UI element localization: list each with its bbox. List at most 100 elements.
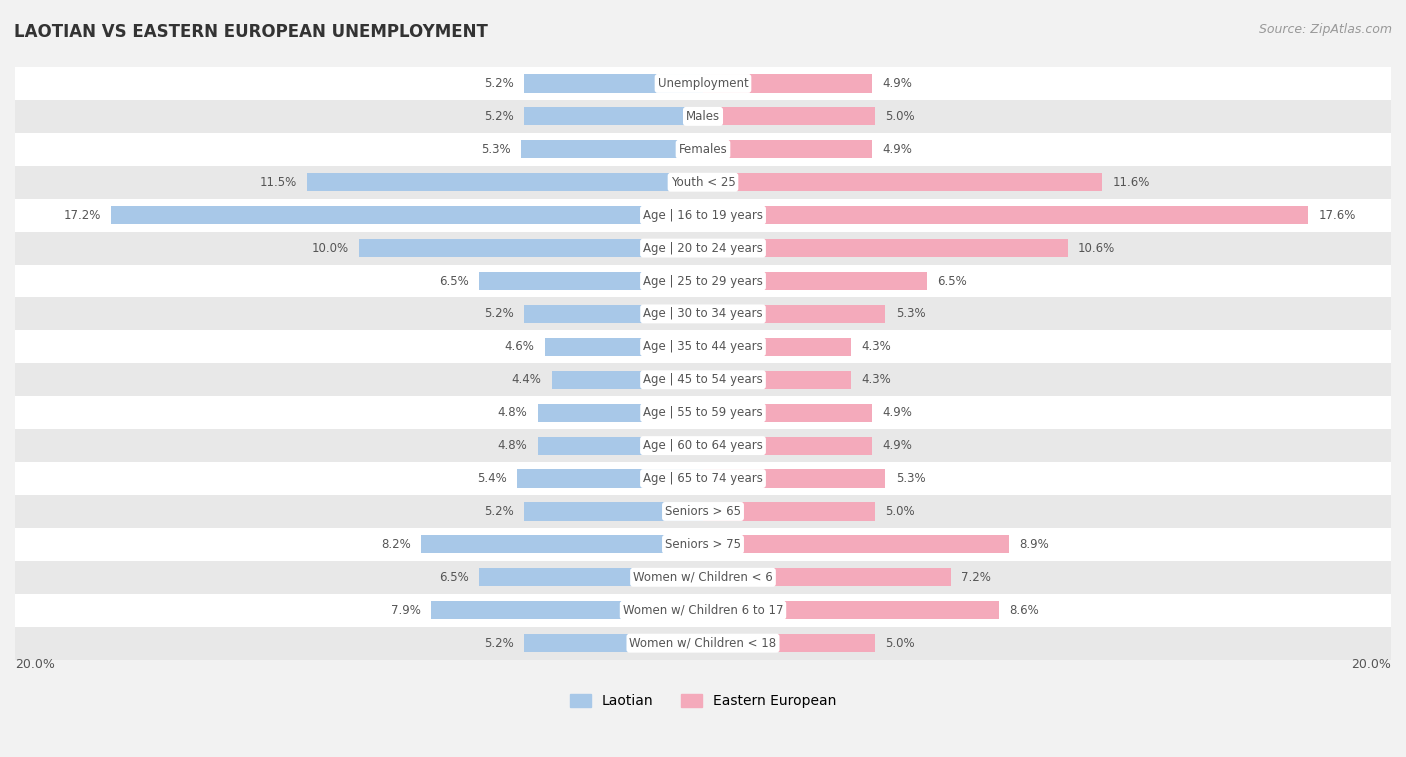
Text: 4.8%: 4.8% bbox=[498, 439, 527, 452]
Text: 5.2%: 5.2% bbox=[484, 637, 513, 650]
Text: 4.9%: 4.9% bbox=[882, 407, 911, 419]
Bar bbox=[703, 569, 950, 587]
Bar bbox=[15, 396, 1391, 429]
Text: 7.9%: 7.9% bbox=[391, 604, 420, 617]
Text: 4.6%: 4.6% bbox=[505, 341, 534, 354]
Bar bbox=[15, 298, 1391, 330]
Text: Women w/ Children < 6: Women w/ Children < 6 bbox=[633, 571, 773, 584]
Bar bbox=[703, 107, 875, 126]
Text: 20.0%: 20.0% bbox=[15, 658, 55, 671]
Text: 6.5%: 6.5% bbox=[936, 275, 967, 288]
Text: 11.6%: 11.6% bbox=[1112, 176, 1150, 188]
Text: Age | 45 to 54 years: Age | 45 to 54 years bbox=[643, 373, 763, 386]
Bar bbox=[703, 338, 851, 356]
Bar bbox=[703, 173, 1102, 192]
Bar bbox=[517, 469, 703, 488]
Text: 4.9%: 4.9% bbox=[882, 439, 911, 452]
Bar bbox=[703, 503, 875, 521]
Text: Age | 16 to 19 years: Age | 16 to 19 years bbox=[643, 209, 763, 222]
Bar bbox=[703, 371, 851, 389]
Text: Women w/ Children < 18: Women w/ Children < 18 bbox=[630, 637, 776, 650]
Bar bbox=[15, 363, 1391, 396]
Bar bbox=[15, 67, 1391, 100]
Text: 4.3%: 4.3% bbox=[862, 373, 891, 386]
Bar bbox=[703, 74, 872, 92]
Text: 4.9%: 4.9% bbox=[882, 77, 911, 90]
Bar bbox=[524, 634, 703, 653]
Bar bbox=[359, 239, 703, 257]
Bar bbox=[15, 198, 1391, 232]
Bar bbox=[524, 503, 703, 521]
Text: 5.2%: 5.2% bbox=[484, 307, 513, 320]
Bar bbox=[703, 601, 998, 619]
Bar bbox=[703, 437, 872, 455]
Bar bbox=[15, 495, 1391, 528]
Bar bbox=[703, 140, 872, 158]
Bar bbox=[308, 173, 703, 192]
Text: 11.5%: 11.5% bbox=[260, 176, 297, 188]
Bar bbox=[15, 462, 1391, 495]
Bar bbox=[703, 239, 1067, 257]
Bar bbox=[703, 403, 872, 422]
Bar bbox=[520, 140, 703, 158]
Bar bbox=[538, 437, 703, 455]
Text: 6.5%: 6.5% bbox=[439, 275, 470, 288]
Text: Age | 20 to 24 years: Age | 20 to 24 years bbox=[643, 241, 763, 254]
Bar bbox=[703, 272, 927, 290]
Bar bbox=[703, 305, 886, 323]
Bar bbox=[15, 132, 1391, 166]
Text: Seniors > 75: Seniors > 75 bbox=[665, 538, 741, 551]
Bar bbox=[551, 371, 703, 389]
Text: Age | 55 to 59 years: Age | 55 to 59 years bbox=[643, 407, 763, 419]
Text: 4.3%: 4.3% bbox=[862, 341, 891, 354]
Text: 5.0%: 5.0% bbox=[886, 637, 915, 650]
Text: 5.4%: 5.4% bbox=[477, 472, 508, 485]
Text: Youth < 25: Youth < 25 bbox=[671, 176, 735, 188]
Text: 4.8%: 4.8% bbox=[498, 407, 527, 419]
Bar bbox=[15, 232, 1391, 264]
Text: LAOTIAN VS EASTERN EUROPEAN UNEMPLOYMENT: LAOTIAN VS EASTERN EUROPEAN UNEMPLOYMENT bbox=[14, 23, 488, 41]
Bar bbox=[432, 601, 703, 619]
Bar bbox=[479, 272, 703, 290]
Text: 5.3%: 5.3% bbox=[896, 472, 925, 485]
Text: Source: ZipAtlas.com: Source: ZipAtlas.com bbox=[1258, 23, 1392, 36]
Text: Age | 25 to 29 years: Age | 25 to 29 years bbox=[643, 275, 763, 288]
Bar bbox=[15, 561, 1391, 593]
Bar bbox=[703, 634, 875, 653]
Text: 5.2%: 5.2% bbox=[484, 110, 513, 123]
Text: 8.9%: 8.9% bbox=[1019, 538, 1049, 551]
Text: Women w/ Children 6 to 17: Women w/ Children 6 to 17 bbox=[623, 604, 783, 617]
Bar bbox=[15, 593, 1391, 627]
Text: Seniors > 65: Seniors > 65 bbox=[665, 505, 741, 518]
Bar bbox=[420, 535, 703, 553]
Text: Unemployment: Unemployment bbox=[658, 77, 748, 90]
Bar bbox=[524, 74, 703, 92]
Bar bbox=[703, 535, 1010, 553]
Bar bbox=[15, 100, 1391, 132]
Bar bbox=[538, 403, 703, 422]
Text: Age | 35 to 44 years: Age | 35 to 44 years bbox=[643, 341, 763, 354]
Text: Age | 30 to 34 years: Age | 30 to 34 years bbox=[643, 307, 763, 320]
Bar bbox=[15, 330, 1391, 363]
Bar bbox=[524, 107, 703, 126]
Bar bbox=[703, 469, 886, 488]
Text: 7.2%: 7.2% bbox=[960, 571, 991, 584]
Text: Males: Males bbox=[686, 110, 720, 123]
Text: Age | 65 to 74 years: Age | 65 to 74 years bbox=[643, 472, 763, 485]
Text: 20.0%: 20.0% bbox=[1351, 658, 1391, 671]
Text: 4.9%: 4.9% bbox=[882, 143, 911, 156]
Bar bbox=[15, 264, 1391, 298]
Text: 5.0%: 5.0% bbox=[886, 505, 915, 518]
Bar bbox=[544, 338, 703, 356]
Bar bbox=[15, 627, 1391, 659]
Text: 17.2%: 17.2% bbox=[63, 209, 101, 222]
Text: 5.0%: 5.0% bbox=[886, 110, 915, 123]
Text: 5.3%: 5.3% bbox=[896, 307, 925, 320]
Text: 10.0%: 10.0% bbox=[312, 241, 349, 254]
Bar bbox=[479, 569, 703, 587]
Legend: Laotian, Eastern European: Laotian, Eastern European bbox=[564, 689, 842, 714]
Text: 6.5%: 6.5% bbox=[439, 571, 470, 584]
Bar bbox=[111, 206, 703, 224]
Text: 8.2%: 8.2% bbox=[381, 538, 411, 551]
Text: Females: Females bbox=[679, 143, 727, 156]
